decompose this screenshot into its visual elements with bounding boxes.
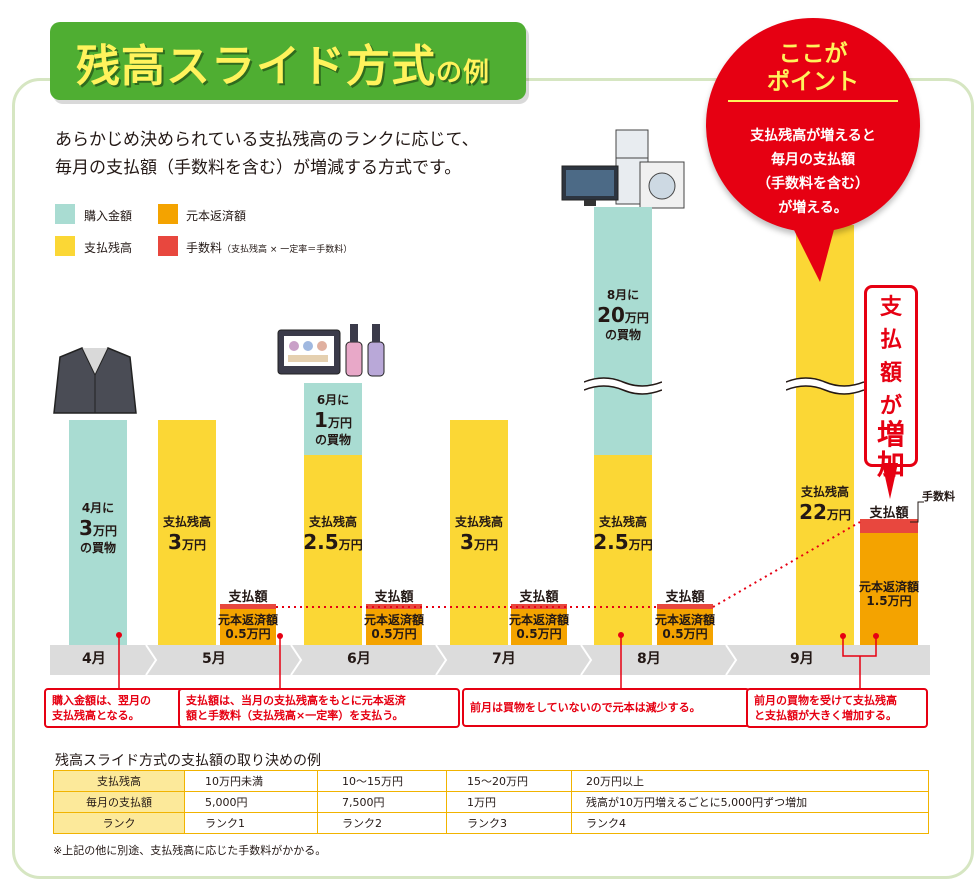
table-heading: 残高スライド方式の支払額の取り決めの例: [55, 753, 321, 769]
bar-august-balance: [594, 455, 652, 645]
bar-june-purchase: [304, 383, 362, 455]
legend-principal: 元本返済額: [186, 209, 247, 223]
principal-label-august: 元本返済額 0.5万円: [654, 613, 715, 641]
payment-title-june: 支払額: [374, 590, 414, 605]
rules-table: 支払残高 10万円未満 10〜15万円 15〜20万円 20万円以上 毎月の支払…: [53, 770, 929, 834]
title-banner: 残高スライド方式の例: [50, 22, 526, 100]
month-august: 8月: [637, 651, 661, 667]
table-cell: ランク4: [571, 812, 929, 834]
legend-swatch-balance: [55, 236, 75, 256]
table-cell: 20万円以上: [571, 770, 929, 792]
jacket-icon: [53, 347, 137, 414]
table-cell: 10〜15万円: [317, 770, 447, 792]
table-row: 支払残高 10万円未満 10〜15万円 15〜20万円 20万円以上: [53, 770, 929, 792]
table-cell: 残高が10万円増えるごとに5,000円ずつ増加: [571, 791, 929, 813]
payment-title-september: 支払額: [869, 506, 909, 521]
payment-title-may: 支払額: [228, 590, 268, 605]
bar-june-balance: [304, 455, 362, 645]
month-july: 7月: [492, 651, 516, 667]
principal-label-september: 元本返済額 1.5万円: [858, 580, 919, 608]
callout-decrease: 前月は買物をしていないので元本は減少する。: [462, 688, 750, 727]
fee-may: [220, 604, 276, 609]
payment-title-july: 支払額: [519, 590, 559, 605]
table-cell: 10万円未満: [184, 770, 318, 792]
badge-divider: [728, 100, 898, 102]
principal-august: [657, 609, 713, 645]
cosmetics-icon: [277, 324, 385, 377]
month-september: 9月: [790, 651, 814, 667]
bar-september-balance: [796, 225, 854, 645]
pointer-dot: [277, 633, 283, 639]
point-badge: ここが ポイント 支払残高が増えると 毎月の支払額 （手数料を含む） が増える。: [706, 18, 920, 232]
table-cell: 5,000円: [184, 791, 318, 813]
fee-august: [657, 604, 713, 609]
footnote: ※上記の他に別途、支払残高に応じた手数料がかかる。: [53, 844, 327, 857]
callout-payment: 支払額は、当月の支払残高をもとに元本返済 額と手数料（支払残高×一定率）を支払う。: [178, 688, 460, 728]
increase-label: 支 払 額 が 増 加: [864, 285, 918, 480]
label-april-purchase: 4月に 3万円 の買物: [79, 501, 117, 555]
legend-balance: 支払残高: [84, 241, 133, 255]
table-cell: 15〜20万円: [446, 770, 572, 792]
label-june-balance: 支払残高 2.5万円: [303, 515, 363, 554]
bar-august-purchase: [594, 207, 652, 455]
fee-july: [511, 604, 567, 609]
table-cell: 毎月の支払額: [53, 791, 185, 813]
table-row: ランク ランク1 ランク2 ランク3 ランク4: [53, 812, 929, 834]
month-june: 6月: [347, 651, 371, 667]
fee-september: [860, 519, 918, 533]
increase-arrow: [882, 463, 898, 499]
badge-tail: [790, 222, 836, 282]
fee-label: 手数料: [922, 490, 955, 503]
legend-swatch-fee: [158, 236, 178, 256]
callout-purchase: 購入金額は、翌月の 支払残高となる。: [44, 688, 194, 728]
table-cell: 支払残高: [53, 770, 185, 792]
intro-text: あらかじめ決められている支払残高のランクに応じて、 毎月の支払額（手数料を含む）…: [55, 130, 479, 178]
table-cell: 7,500円: [317, 791, 447, 813]
pointer-dot: [116, 632, 122, 638]
label-june-purchase: 6月に 1万円 の買物: [314, 393, 352, 447]
appliances-icon: [561, 129, 685, 209]
page-title: 残高スライド方式の例: [76, 41, 491, 92]
month-axis: [50, 645, 930, 675]
principal-label-may: 元本返済額 0.5万円: [217, 613, 278, 641]
table-cell: ランク2: [317, 812, 447, 834]
legend-swatch-purchase: [55, 204, 75, 224]
table-row: 毎月の支払額 5,000円 7,500円 1万円 残高が10万円増えるごとに5,…: [53, 791, 929, 813]
label-may-balance: 支払残高 3万円: [162, 515, 211, 554]
table-cell: ランク1: [184, 812, 318, 834]
label-september-balance: 支払残高 22万円: [799, 485, 851, 524]
principal-july: [511, 609, 567, 645]
label-august-purchase: 8月に 20万円 の買物: [597, 288, 649, 342]
point-heading: ここが ポイント: [767, 41, 859, 95]
bar-april-purchase: [69, 420, 127, 645]
label-july-balance: 支払残高 3万円: [454, 515, 503, 554]
payment-title-august: 支払額: [665, 590, 705, 605]
principal-label-june: 元本返済額 0.5万円: [363, 613, 424, 641]
month-may: 5月: [202, 651, 226, 667]
axis-break-september: [786, 377, 864, 395]
principal-june: [366, 609, 422, 645]
pointer-dot: [618, 632, 624, 638]
pointer-dot: [873, 633, 879, 639]
table-cell: ランク3: [446, 812, 572, 834]
pointer-dot: [840, 633, 846, 639]
legend-purchase: 購入金額: [84, 209, 133, 223]
legend-swatch-principal: [158, 204, 178, 224]
fee-june: [366, 604, 422, 609]
month-april: 4月: [82, 651, 106, 667]
principal-label-july: 元本返済額 0.5万円: [508, 613, 569, 641]
legend-fee: 手数料（支払残高 × 一定率＝手数料）: [186, 241, 353, 255]
principal-may: [220, 609, 276, 645]
principal-september: [860, 533, 918, 645]
bar-may-balance: [158, 420, 216, 645]
point-body: 支払残高が増えると 毎月の支払額 （手数料を含む） が増える。: [750, 128, 876, 216]
label-august-balance: 支払残高 2.5万円: [593, 515, 653, 554]
table-cell: ランク: [53, 812, 185, 834]
fee-pointer-line: [910, 501, 924, 523]
axis-break-august: [584, 377, 662, 395]
callout-increase: 前月の買物を受けて支払残高 と支払額が大きく増加する。: [746, 688, 928, 728]
table-cell: 1万円: [446, 791, 572, 813]
